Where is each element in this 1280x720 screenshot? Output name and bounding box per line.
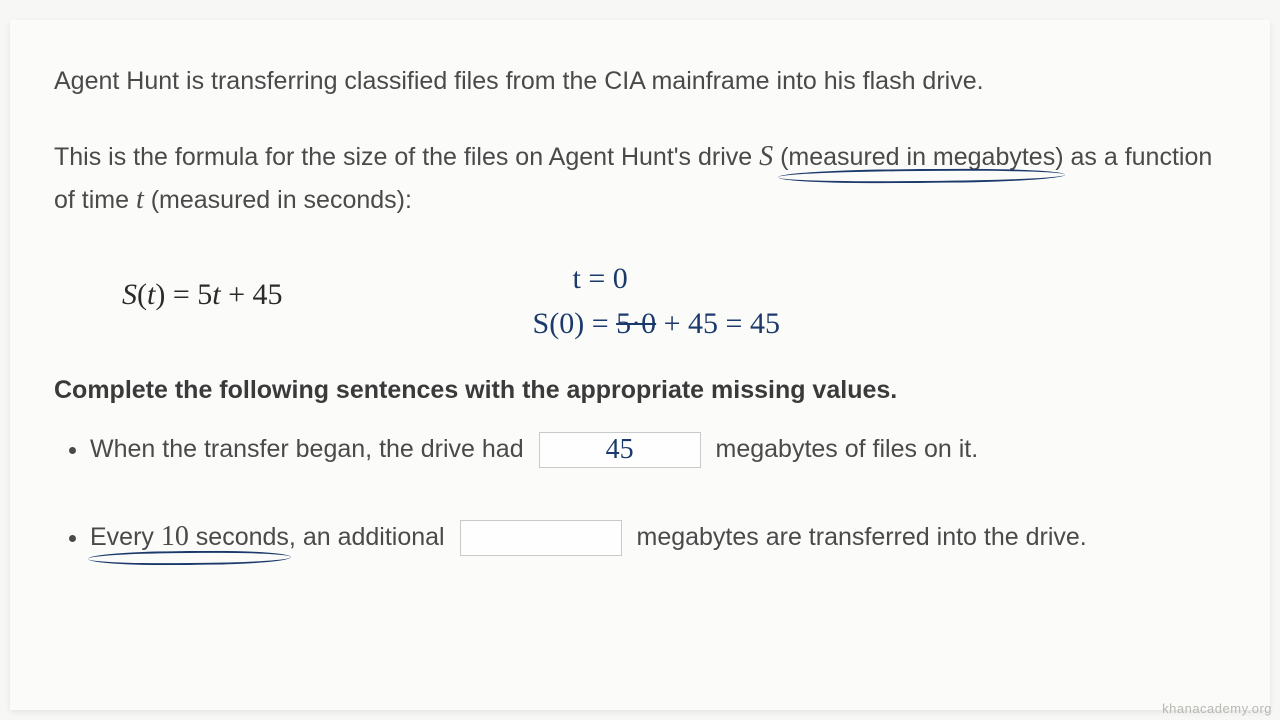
- q1-after: megabytes of files on it.: [709, 435, 979, 463]
- hand-2-strike: 5·0: [616, 307, 656, 340]
- formula-plus: +: [221, 278, 253, 311]
- hand-line-1: t = 0: [573, 256, 780, 301]
- formula-var: t: [212, 278, 220, 311]
- formula-coef: 5: [197, 278, 212, 311]
- question-list: When the transfer began, the drive had 4…: [90, 429, 1226, 560]
- underlined-measured-mb: (measured in megabytes): [780, 138, 1063, 177]
- intro-paragraph-1: Agent Hunt is transferring classified fi…: [54, 62, 1226, 101]
- q2-underlined-phrase: Every 10 seconds: [90, 515, 289, 560]
- hand-2a: S(0) =: [533, 307, 617, 340]
- q2-ten: 10: [161, 521, 189, 552]
- q2-before-b: seconds: [189, 523, 289, 551]
- question-2: Every 10 seconds , an additional megabyt…: [90, 515, 1226, 560]
- q2-answer-input[interactable]: [460, 520, 622, 556]
- intro-text-a: This is the formula for the size of the …: [54, 143, 759, 171]
- q1-answer-input[interactable]: 45: [539, 432, 701, 468]
- handwritten-work: t = 0 S(0) = 5·0 + 45 = 45: [533, 256, 780, 346]
- question-1: When the transfer began, the drive had 4…: [90, 429, 1226, 469]
- intro-text-d: (measured in seconds):: [144, 186, 412, 214]
- q1-before: When the transfer began, the drive had: [90, 435, 531, 463]
- watermark: khanacademy.org: [1162, 701, 1272, 716]
- complete-prompt: Complete the following sentences with th…: [54, 376, 1226, 405]
- variable-t: t: [136, 184, 144, 215]
- lesson-slide: Agent Hunt is transferring classified fi…: [10, 20, 1270, 710]
- q2-after: megabytes are transferred into the drive…: [630, 523, 1087, 551]
- variable-S: S: [759, 141, 773, 172]
- formula-const: 45: [253, 278, 283, 311]
- q2-before-c: , an additional: [289, 523, 452, 551]
- formula-row: S(t) = 5t + 45 t = 0 S(0) = 5·0 + 45 = 4…: [122, 256, 1226, 346]
- hand-2b: + 45 = 45: [656, 307, 780, 340]
- q2-before-a: Every: [90, 523, 161, 551]
- hand-line-2: S(0) = 5·0 + 45 = 45: [533, 301, 780, 346]
- formula-func: S: [122, 278, 137, 311]
- formula-S-of-t: S(t) = 5t + 45: [122, 256, 283, 312]
- intro-paragraph-2: This is the formula for the size of the …: [54, 135, 1226, 222]
- formula-arg: t: [147, 278, 155, 311]
